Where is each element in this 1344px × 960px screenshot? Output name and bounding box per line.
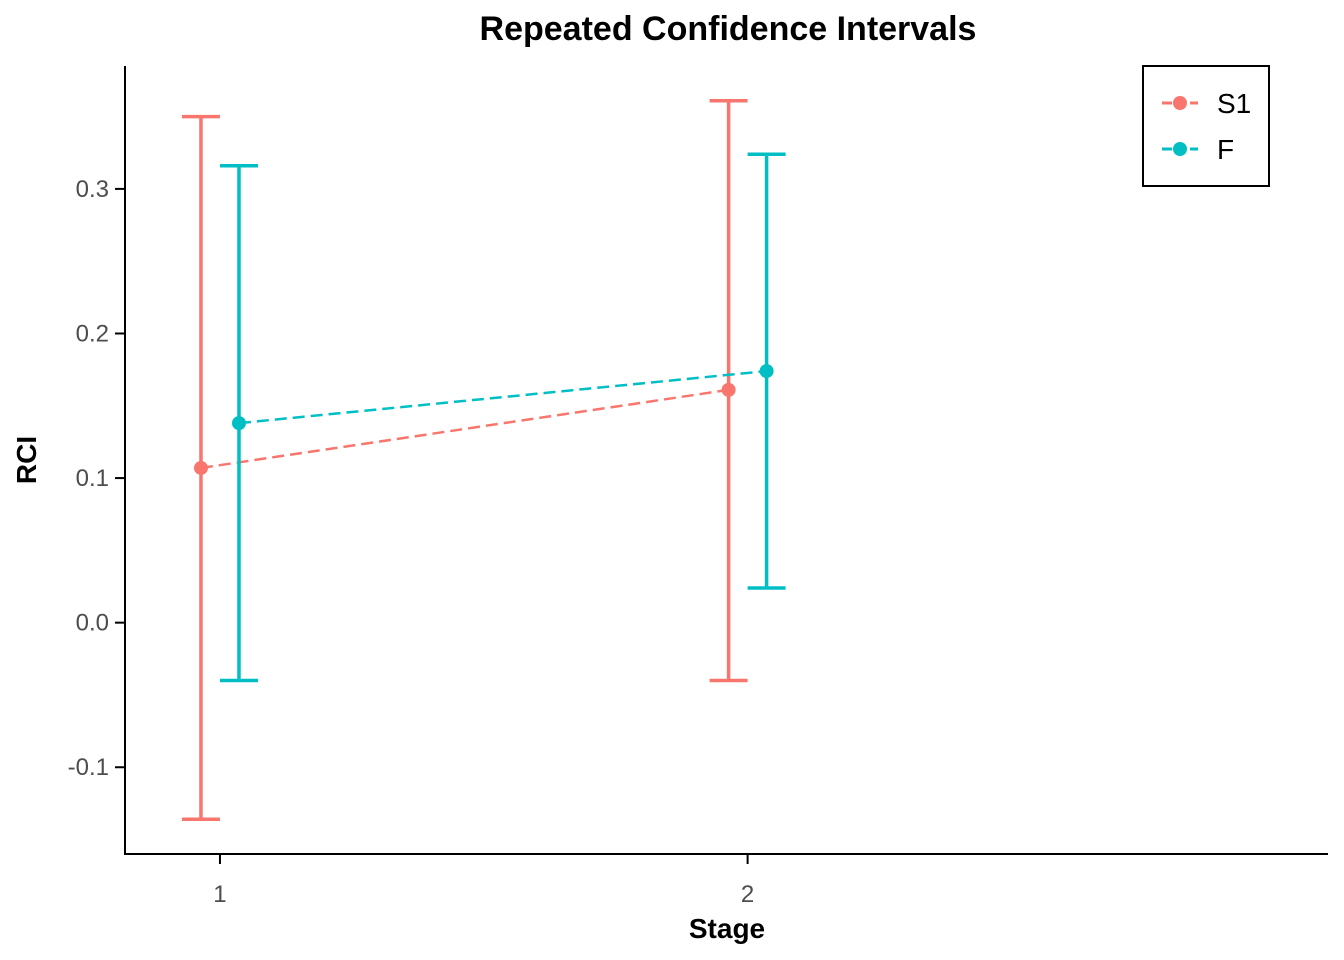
y-axis-title: RCI	[11, 436, 42, 484]
series-f	[219, 152, 786, 683]
y-tick-label: 0.0	[76, 610, 109, 637]
data-point	[759, 364, 774, 379]
legend-label-s1: S1	[1217, 88, 1251, 119]
y-tick-label: -0.1	[68, 754, 109, 781]
legend: S1 F	[1142, 65, 1270, 187]
series-s1	[181, 98, 748, 822]
data-point	[193, 460, 208, 475]
y-tick-label: 0.1	[76, 465, 109, 492]
legend-key-point	[1173, 96, 1187, 110]
y-tick-label: 0.3	[76, 176, 109, 203]
plot-area	[181, 98, 786, 822]
chart-title: Repeated Confidence Intervals	[480, 10, 977, 48]
y-axis-ticks: -0.1 0.0 0.1 0.2 0.3	[68, 176, 125, 781]
series-line-f	[238, 369, 767, 425]
x-tick-label: 2	[741, 881, 754, 908]
x-tick-label: 1	[213, 881, 226, 908]
data-point	[231, 416, 246, 431]
x-axis-title: Stage	[689, 913, 765, 944]
y-tick-label: 0.2	[76, 320, 109, 347]
data-point	[721, 382, 736, 397]
legend-key-point	[1173, 142, 1187, 156]
legend-label-f: F	[1217, 134, 1234, 165]
legend-box	[1142, 65, 1270, 187]
